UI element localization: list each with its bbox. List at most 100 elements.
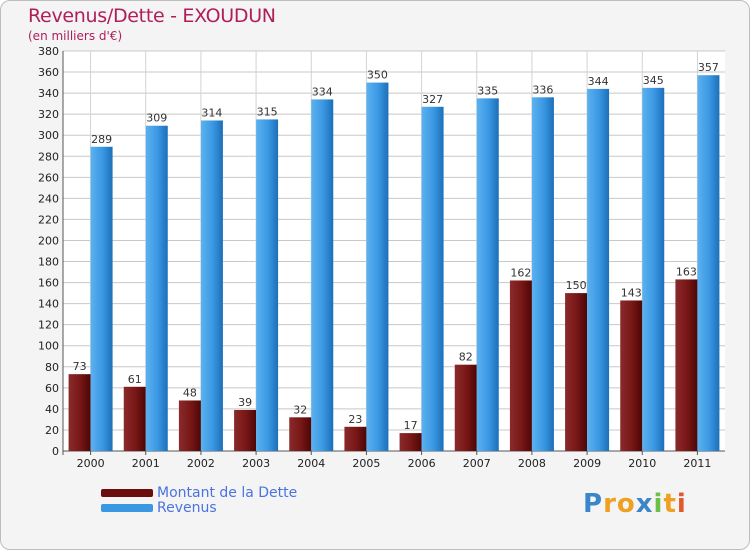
revenue-value-label: 315 (257, 105, 278, 118)
x-tick-label: 2008 (518, 457, 546, 470)
y-tick-label: 100 (38, 340, 59, 353)
revenue-value-label: 344 (588, 75, 609, 88)
revenue-bar (200, 120, 223, 451)
logo-letter: P (583, 489, 604, 519)
chart-subtitle: (en milliers d'€) (28, 29, 123, 43)
proxiti-logo: Proxiti (583, 489, 687, 519)
revenue-bar (421, 106, 444, 451)
debt-value-label: 143 (621, 286, 642, 299)
y-tick-label: 40 (45, 403, 59, 416)
debt-bar (289, 417, 312, 451)
debt-value-label: 17 (404, 419, 418, 432)
x-tick-label: 2000 (77, 457, 105, 470)
logo-letter: r (603, 489, 617, 519)
debt-value-label: 23 (348, 413, 362, 426)
y-tick-label: 220 (38, 213, 59, 226)
revenue-bar (531, 97, 554, 451)
debt-value-label: 48 (183, 386, 197, 399)
revenue-bar (476, 98, 499, 452)
revenue-value-label: 345 (643, 74, 664, 87)
debt-bar (399, 433, 422, 451)
y-tick-label: 60 (45, 382, 59, 395)
x-tick-label: 2004 (297, 457, 325, 470)
debt-bar (123, 386, 146, 451)
debt-value-label: 162 (510, 266, 531, 279)
revenue-bar (145, 125, 168, 451)
x-tick-label: 2007 (463, 457, 491, 470)
x-tick-label: 2010 (628, 457, 656, 470)
debt-bar (565, 293, 588, 451)
logo-letter: t (663, 489, 677, 519)
y-tick-label: 200 (38, 234, 59, 247)
y-tick-label: 180 (38, 256, 59, 269)
revenue-value-label: 309 (146, 112, 167, 125)
labels-layer: 73 289 61 309 48 314 39 315 32 334 23 350 17 327 82 335… (73, 61, 719, 432)
y-tick-label: 80 (45, 361, 59, 374)
revenue-value-label: 357 (698, 61, 719, 74)
revenue-value-label: 334 (312, 85, 333, 98)
debt-value-label: 163 (676, 265, 697, 278)
x-tick-label: 2001 (132, 457, 160, 470)
debt-value-label: 61 (128, 373, 142, 386)
debt-bar (620, 300, 643, 451)
logo-letter: i (653, 489, 664, 519)
bars-layer (68, 75, 720, 452)
debt-bar (178, 400, 201, 451)
y-tick-label: 240 (38, 192, 59, 205)
debt-bar (509, 280, 532, 451)
y-tick-label: 380 (38, 45, 59, 58)
debt-value-label: 82 (459, 351, 473, 364)
debt-bar (454, 364, 477, 451)
revenue-value-label: 336 (532, 83, 553, 96)
x-tick-label: 2003 (242, 457, 270, 470)
axis-layer: 0 20 40 60 80 100 120 140 160 180 200 220 240 260 280 3… (38, 45, 725, 470)
debt-value-label: 39 (238, 396, 252, 409)
y-tick-label: 260 (38, 171, 59, 184)
revenue-bar (642, 87, 665, 451)
y-tick-label: 280 (38, 150, 59, 163)
plot-background (63, 51, 725, 451)
legend-swatch-dette (101, 489, 153, 497)
x-tick-label: 2011 (683, 457, 711, 470)
legend-swatch-revenus (101, 504, 153, 512)
debt-bar (234, 409, 257, 451)
x-tick-label: 2009 (573, 457, 601, 470)
logo-letter: x (635, 489, 654, 519)
grid-layer (63, 50, 725, 452)
x-tick-label: 2002 (187, 457, 215, 470)
x-tick-label: 2005 (352, 457, 380, 470)
revenue-bar (366, 82, 389, 451)
revenue-value-label: 289 (91, 133, 112, 146)
debt-bar (675, 279, 698, 451)
revenue-value-label: 314 (201, 106, 222, 119)
chart-title: Revenus/Dette - EXOUDUN (28, 5, 276, 27)
revenue-bar (697, 75, 720, 452)
revenue-value-label: 350 (367, 69, 388, 82)
legend-label-revenus: Revenus (157, 500, 217, 516)
y-tick-label: 340 (38, 87, 59, 100)
y-tick-label: 160 (38, 277, 59, 290)
y-tick-label: 140 (38, 298, 59, 311)
revenue-value-label: 335 (477, 84, 498, 97)
x-tick-label: 2006 (408, 457, 436, 470)
y-tick-label: 360 (38, 66, 59, 79)
logo-letter: i (676, 489, 687, 519)
debt-value-label: 32 (293, 403, 307, 416)
revenue-bar (90, 146, 113, 451)
y-tick-label: 20 (45, 424, 59, 437)
debt-bar (344, 426, 367, 451)
revenue-value-label: 327 (422, 93, 443, 106)
revenue-bar (311, 99, 334, 451)
y-tick-label: 300 (38, 129, 59, 142)
legend-label-dette: Montant de la Dette (157, 485, 298, 501)
logo-letter: o (616, 489, 636, 519)
y-tick-label: 320 (38, 108, 59, 121)
y-tick-label: 0 (52, 445, 59, 458)
revenue-bar (256, 119, 279, 451)
debt-bar (68, 374, 91, 451)
revenue-bar (587, 88, 610, 451)
debt-value-label: 150 (566, 279, 587, 292)
y-tick-label: 120 (38, 319, 59, 332)
